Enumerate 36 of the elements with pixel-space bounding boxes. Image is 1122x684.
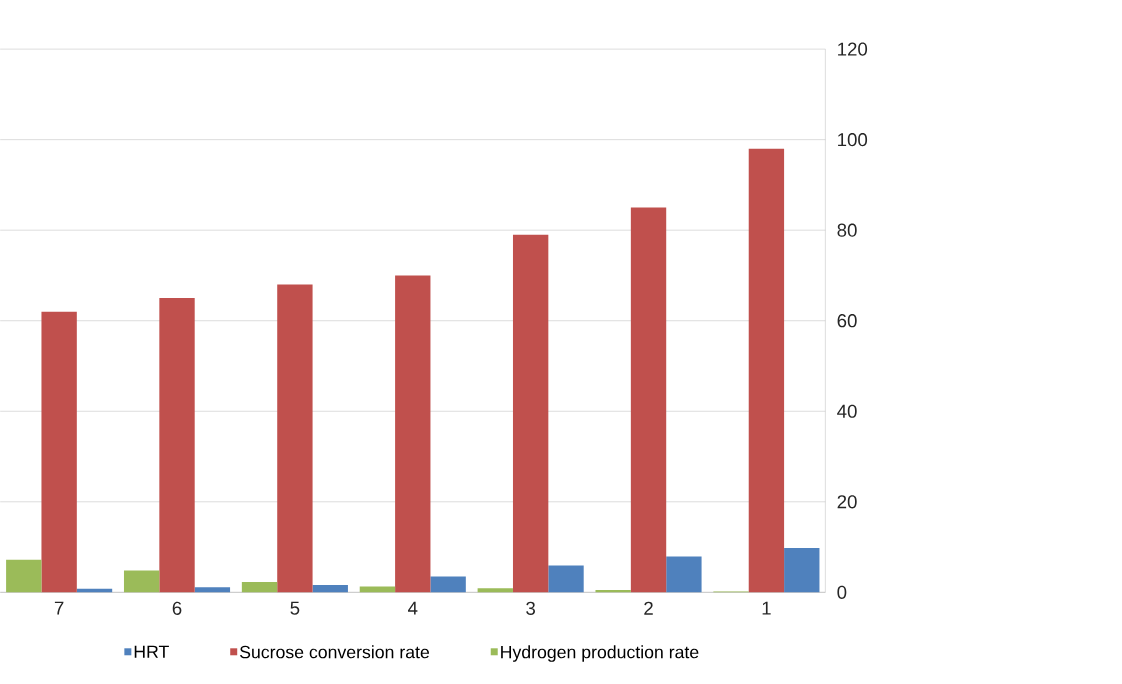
y-tick-label: 40 [837,404,857,419]
x-tick-label: 6 [172,601,182,616]
bar [123,570,160,593]
x-tick-label: 2 [644,601,653,615]
y-tick-label: 120 [838,42,868,56]
bar [395,275,431,593]
y-tick-label: 0 [837,585,847,600]
bar [595,590,631,593]
x-tick-label: 5 [290,601,300,615]
legend-label: Hydrogen production rate [501,645,699,662]
bar [359,586,396,593]
bar [241,582,278,593]
y-tick-label: 20 [837,495,857,509]
bar [477,588,513,593]
bar [748,148,785,593]
x-tick-label: 3 [526,601,536,616]
y-tick-label: 80 [837,223,857,237]
legend-label: Sucrose conversion rate [239,645,430,659]
bar [430,576,466,593]
x-tick-label: 4 [408,601,418,615]
bar [548,565,584,593]
y-tick-label: 100 [838,133,868,147]
bar [666,556,702,593]
bar [6,559,42,593]
x-tick-label: 1 [762,601,771,615]
bar [159,298,195,593]
bar [312,585,348,593]
legend-label: HRT [134,645,169,658]
bar [512,234,549,593]
bar [630,207,667,593]
bar [784,548,820,593]
bar [194,587,231,593]
x-tick-label: 7 [54,601,64,615]
bar [41,311,77,593]
bar [277,284,313,593]
y-tick-label: 60 [837,314,857,328]
